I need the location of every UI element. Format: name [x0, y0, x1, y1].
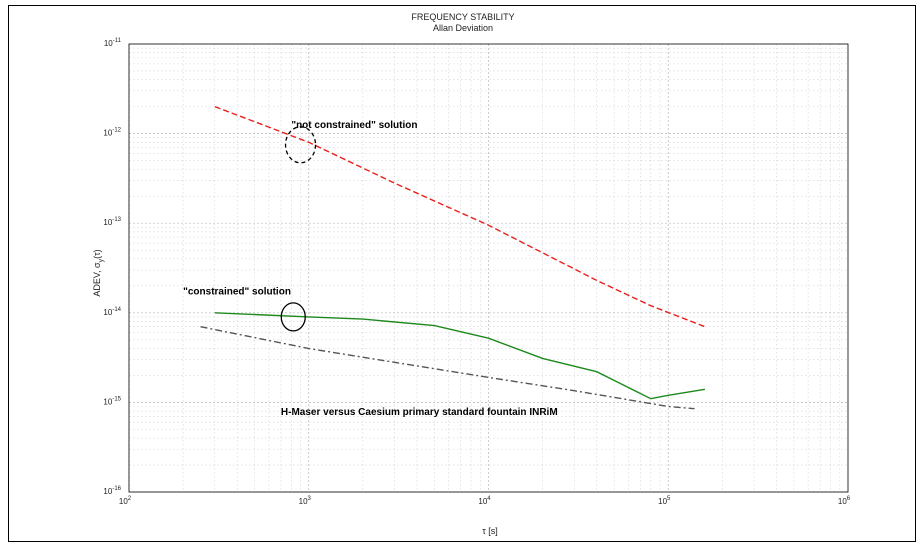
- series-layer: [200, 105, 706, 410]
- x-tick-label-0: 102: [119, 496, 132, 506]
- tick-labels: 102 103 104 105 106 10-11 10-12 10-13 10-14 10-15…: [103, 38, 850, 506]
- y-tick-label-3: 10-14: [103, 307, 121, 317]
- annotations: "not constrained" solution "constrained" …: [183, 120, 558, 418]
- chart-svg: 102 103 104 105 106 10-11 10-12 10-13 10-14 10-15…: [92, 12, 851, 536]
- chart-frame: 102 103 104 105 106 10-11 10-12 10-13 10-14 10-15…: [8, 5, 916, 542]
- y-tick-label-1: 10-12: [103, 128, 121, 138]
- y-tick-label-2: 10-13: [103, 217, 121, 227]
- x-axis-label: τ [s]: [482, 526, 498, 536]
- annotation-1: "constrained" solution: [183, 287, 291, 298]
- dashed-circle-marker: [284, 126, 317, 164]
- series-line-0: [214, 105, 706, 328]
- y-axis-label: ADEV, σy(τ): [92, 249, 105, 296]
- y-tick-label-0: 10-11: [104, 38, 122, 48]
- y-axis-label-main: ADEV, σ: [92, 262, 102, 297]
- y-tick-label-5: 10-16: [103, 486, 121, 496]
- y-axis-label-sub: y: [98, 258, 105, 262]
- y-axis-label-tail: (τ): [92, 249, 102, 259]
- marker-layer: [280, 126, 317, 332]
- x-tick-label-3: 105: [658, 496, 671, 506]
- chart-title: FREQUENCY STABILITY: [411, 12, 514, 22]
- annotation-0: "not constrained" solution: [291, 120, 417, 131]
- series-line-2: [200, 326, 695, 410]
- chart-subtitle: Allan Deviation: [433, 23, 493, 33]
- y-tick-label-4: 10-15: [103, 396, 121, 406]
- solid-circle-marker: [280, 302, 306, 332]
- grid: [128, 44, 848, 493]
- x-tick-label-2: 104: [478, 496, 491, 506]
- annotation-2: H-Maser versus Caesium primary standard …: [281, 407, 558, 418]
- plot-area: [128, 43, 849, 493]
- x-tick-label-1: 103: [299, 496, 312, 506]
- x-tick-label-4: 106: [838, 496, 851, 506]
- series-line-1: [214, 312, 706, 400]
